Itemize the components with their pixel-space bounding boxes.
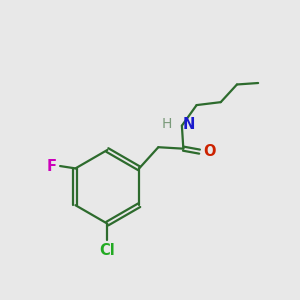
Text: H: H: [162, 117, 172, 131]
Text: Cl: Cl: [99, 243, 115, 258]
Text: F: F: [46, 158, 57, 173]
Text: O: O: [203, 144, 216, 159]
Text: N: N: [182, 117, 195, 132]
